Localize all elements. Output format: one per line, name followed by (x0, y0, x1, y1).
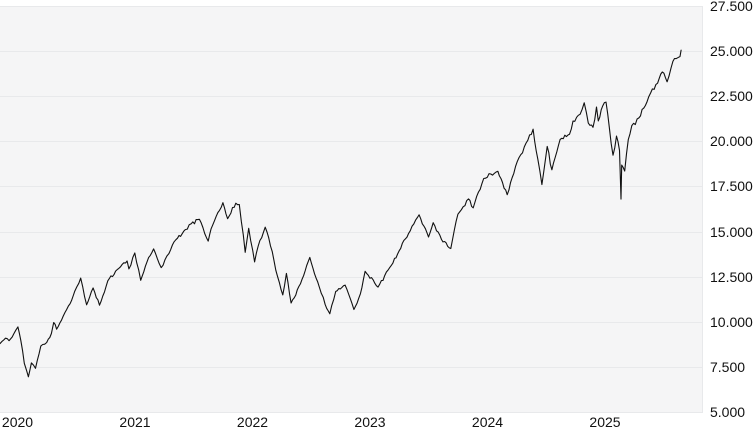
y-axis-tick-label: 25.000 (710, 43, 753, 59)
x-axis-tick-label: 2023 (354, 414, 385, 430)
y-axis-tick-label: 22.500 (710, 88, 753, 104)
x-axis-tick-label: 2021 (119, 414, 150, 430)
plot-area (0, 6, 703, 412)
price-line (0, 49, 682, 378)
x-axis-tick-label: 2024 (472, 414, 503, 430)
x-axis-tick-label: 2020 (2, 414, 33, 430)
y-axis-tick-label: 20.000 (710, 133, 753, 149)
y-axis-tick-label: 5.000 (710, 404, 745, 420)
x-axis-tick-label: 2022 (237, 414, 268, 430)
y-axis-tick-label: 17.500 (710, 178, 753, 194)
x-axis-tick-label: 2025 (589, 414, 620, 430)
y-axis-tick-label: 12.500 (710, 269, 753, 285)
y-axis-tick-label: 27.500 (710, 0, 753, 14)
y-axis-tick-label: 10.000 (710, 314, 753, 330)
y-axis-tick-label: 7.500 (710, 359, 745, 375)
y-axis-tick-label: 15.000 (710, 224, 753, 240)
